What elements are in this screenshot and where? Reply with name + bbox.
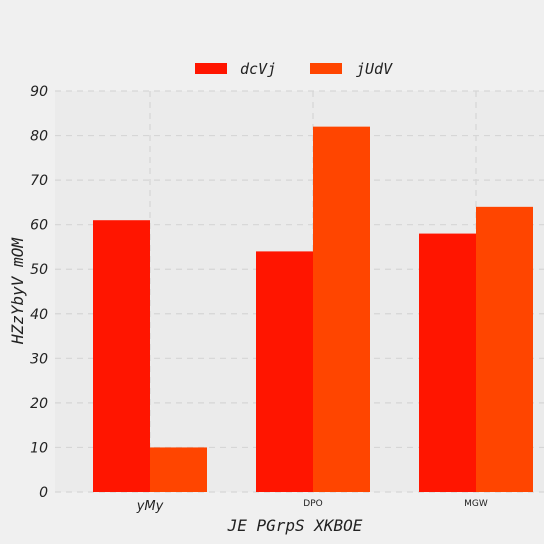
y-tick-label: 40: [30, 307, 48, 323]
bar-judv-ymy: [150, 447, 207, 492]
bars: [93, 126, 533, 493]
y-tick-label: 30: [30, 351, 48, 367]
x-tick-label: MGW: [464, 499, 488, 509]
legend-label-dcvj: dcVj: [240, 60, 276, 78]
y-axis-ticks: 0 10 20 30 40 50 60 70 80 90: [30, 84, 48, 501]
x-axis-ticks: yMy DPO MGW: [136, 499, 488, 514]
legend: dcVj jUdV: [195, 60, 393, 78]
y-axis-label: HZzYbyV mOM: [8, 237, 27, 345]
y-tick-label: 10: [30, 440, 48, 456]
x-axis-label: JE PGrpS XKBOE: [227, 516, 363, 535]
legend-swatch-dcvj: [195, 63, 227, 74]
legend-label-judv: jUdV: [356, 60, 393, 78]
y-tick-label: 80: [30, 129, 48, 145]
y-tick-label: 60: [30, 218, 48, 234]
bar-judv-dpo: [313, 126, 370, 493]
bar-dcvj-ymy: [93, 220, 150, 492]
y-tick-label: 20: [30, 396, 48, 412]
y-tick-label: 50: [30, 262, 48, 278]
bar-dcvj-dpo: [256, 251, 313, 492]
x-tick-label: DPO: [303, 499, 322, 509]
y-tick-label: 0: [39, 485, 48, 501]
bar-dcvj-mgw: [419, 233, 476, 493]
legend-swatch-judv: [310, 63, 342, 74]
bar-judv-mgw: [476, 206, 533, 492]
y-tick-label: 70: [30, 173, 48, 189]
y-tick-label: 90: [30, 84, 48, 100]
x-tick-label: yMy: [136, 499, 164, 514]
